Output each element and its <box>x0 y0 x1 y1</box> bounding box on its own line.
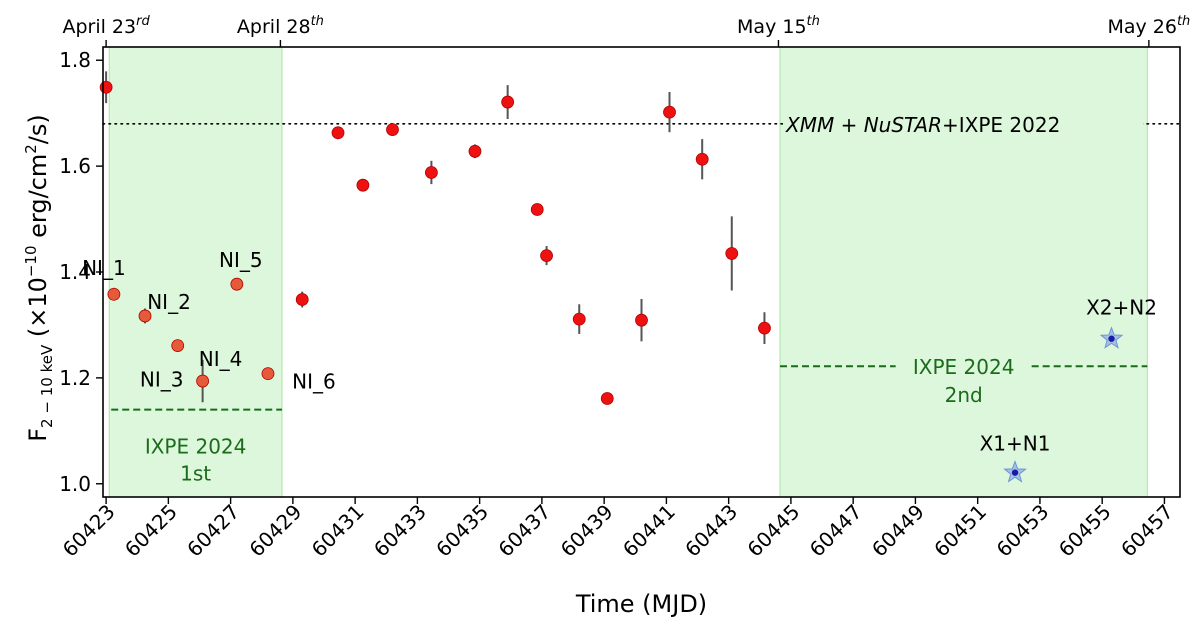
data-point-1-10 <box>572 312 586 326</box>
data-point-1-6 <box>468 144 482 158</box>
ixpe-label-2nd-line2: 2nd <box>945 383 983 407</box>
x-tick-label-60453: 60453 <box>992 500 1054 562</box>
data-point-1-9 <box>540 249 553 262</box>
point-label-ni_3: NI_3 <box>140 368 184 392</box>
data-point-1-8 <box>530 203 544 216</box>
x-tick-label-60455: 60455 <box>1054 500 1116 562</box>
data-point-1-15 <box>725 247 739 260</box>
data-point-1-5 <box>424 166 438 179</box>
ixpe-label-2nd-line1: IXPE 2024 <box>913 355 1015 379</box>
ixpe-window-1 <box>108 46 283 498</box>
data-point-0-2 <box>171 339 185 352</box>
data-point-1-3 <box>356 178 370 192</box>
y-tick-label-1: 1.2 <box>59 366 91 390</box>
x-tick-label-60441: 60441 <box>618 500 680 562</box>
ixpe-label-1st-line1: IXPE 2024 <box>145 435 247 459</box>
point-label-ni_5: NI_5 <box>219 248 263 272</box>
top-tick-label-2: April 28th <box>237 14 324 38</box>
data-point-1-14 <box>695 152 709 166</box>
point-label-ni_2: NI_2 <box>147 290 191 314</box>
top-tick-label-3: May 15th <box>737 14 820 38</box>
data-point-1-7 <box>501 95 515 109</box>
x-tick-label-60435: 60435 <box>431 500 493 562</box>
data-point-0-0 <box>107 287 121 301</box>
x-tick-label-60457: 60457 <box>1116 500 1178 562</box>
point-label-ni_1: NI_1 <box>82 256 126 280</box>
data-point-0-4 <box>230 277 244 291</box>
point-label-ni_6: NI_6 <box>292 370 336 394</box>
x-tick-label-60427: 60427 <box>182 500 244 562</box>
star-label-1: X1+N1 <box>980 432 1051 456</box>
data-point-1-1 <box>295 293 309 306</box>
x-tick-label-60423: 60423 <box>58 500 120 562</box>
point-label-ni_4: NI_4 <box>199 347 243 371</box>
x-tick-label-60437: 60437 <box>493 500 555 562</box>
reference-label-bg <box>783 110 1143 137</box>
y-tick-label-4: 1.8 <box>59 48 91 72</box>
x-tick-label-60429: 60429 <box>244 500 306 562</box>
x-tick-label-60449: 60449 <box>867 500 929 562</box>
y-tick-label-0: 1.0 <box>59 472 91 496</box>
data-point-1-12 <box>635 313 648 327</box>
y-axis-label: F2 − 10 keV (×10−10 erg/cm2/s) <box>22 114 56 442</box>
x-tick-label-60443: 60443 <box>680 500 742 562</box>
x-tick-label-60445: 60445 <box>742 500 804 562</box>
data-point-1-13 <box>663 105 676 119</box>
star-marker-core-2 <box>1108 335 1115 342</box>
star-label-2: X2+N2 <box>1086 296 1157 320</box>
x-tick-label-60439: 60439 <box>556 500 618 562</box>
y-tick-label-3: 1.6 <box>59 154 91 178</box>
x-tick-label-60451: 60451 <box>929 500 991 562</box>
star-marker-core-1 <box>1011 469 1019 476</box>
x-tick-label-60425: 60425 <box>120 500 182 562</box>
reference-line-label: XMM + NuSTAR+IXPE 2022 <box>785 113 1060 137</box>
ixpe-label-1st-line2: 1st <box>180 462 211 486</box>
top-tick-label-1: April 23rd <box>62 14 150 38</box>
top-tick-label-4: May 26th <box>1107 14 1190 38</box>
x-tick-label-60431: 60431 <box>307 500 369 562</box>
data-point-1-4 <box>386 123 399 136</box>
data-point-1-2 <box>331 126 345 140</box>
data-point-0-3 <box>196 374 210 388</box>
data-point-1-0 <box>99 80 113 94</box>
data-point-0-1 <box>138 309 152 323</box>
y-tick-label-2: 1.4 <box>59 260 91 284</box>
x-tick-label-60447: 60447 <box>805 500 867 562</box>
data-point-1-11 <box>600 392 614 405</box>
data-point-0-5 <box>261 367 275 381</box>
x-axis-label: Time (MJD) <box>575 590 707 618</box>
data-point-1-16 <box>758 321 771 335</box>
x-tick-label-60433: 60433 <box>369 500 431 562</box>
